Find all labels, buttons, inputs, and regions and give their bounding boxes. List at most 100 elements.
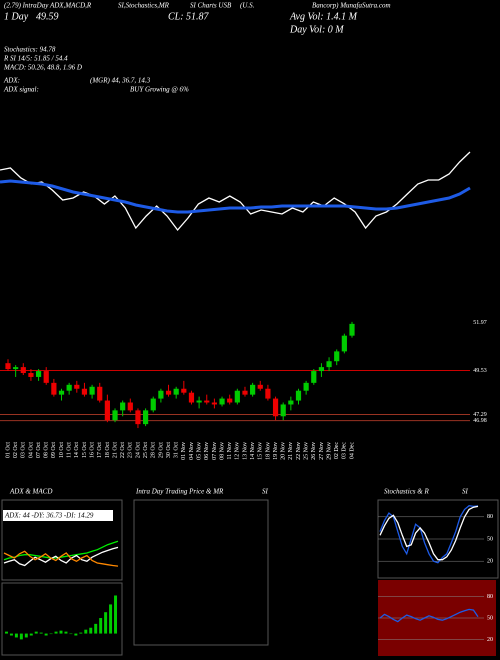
x-tick-label: 11 Nov <box>227 442 233 460</box>
x-tick-label: 02 Oct <box>13 442 19 458</box>
x-tick-label: 24 Oct <box>135 442 141 458</box>
info: R SI 14/5: 51.85 / 54.4 <box>3 55 68 63</box>
series-line <box>3 550 119 567</box>
x-tick-label: 01 Oct <box>5 442 11 458</box>
candle-body <box>127 402 133 411</box>
title-part: SI,Stochastics,MR <box>118 2 170 10</box>
bar <box>69 633 73 635</box>
y-tick-label: 46.98 <box>473 418 487 424</box>
x-tick-label: 31 Oct <box>174 442 180 458</box>
x-tick-label: 04 Dec <box>349 442 355 459</box>
panel-title: ADX & MACD <box>9 488 52 496</box>
series-line <box>379 608 479 623</box>
close: CL: 51.87 <box>168 11 210 22</box>
candle-body <box>204 400 210 403</box>
candle-body <box>173 388 179 395</box>
series-line <box>3 546 119 567</box>
x-tick-label: 27 Nov <box>319 442 325 460</box>
x-tick-label: 21 Nov <box>288 442 294 460</box>
x-tick-label: 04 Oct <box>28 442 34 458</box>
day: 1 Day <box>4 11 29 22</box>
title-part: (U.S. <box>240 2 255 10</box>
candle-body <box>280 404 286 417</box>
y-tick-label: 80 <box>487 514 493 520</box>
bar <box>14 633 18 638</box>
info: ADX: <box>3 77 20 85</box>
bar <box>19 633 23 640</box>
avg-vol: Avg Vol: 1.4.1 M <box>289 11 358 22</box>
y-tick-label: 47.29 <box>473 412 487 418</box>
panel-title: Intra Day Trading Price & MR <box>135 488 224 496</box>
candle-body <box>288 400 294 405</box>
candle-body <box>181 388 187 393</box>
candle-body <box>51 382 57 395</box>
candle-body <box>318 367 325 372</box>
candle-body <box>89 386 95 395</box>
x-tick-label: 22 Oct <box>120 442 126 458</box>
bar <box>114 595 118 634</box>
candle-body <box>303 382 309 391</box>
candle-body <box>135 410 141 425</box>
bar <box>34 631 38 634</box>
day-vol: Day Vol: 0 M <box>289 24 344 35</box>
info: MACD: 50.26, 48.8, 1.96 D <box>3 64 82 72</box>
x-tick-label: 14 Nov <box>250 442 256 460</box>
bar <box>94 623 98 634</box>
candle-body <box>227 398 233 403</box>
panel-title: Stochastics & R <box>384 488 429 496</box>
x-tick-label: 03 Dec <box>342 442 348 459</box>
candle-body <box>112 410 118 421</box>
candle-body <box>219 398 225 405</box>
candle-body <box>211 402 217 405</box>
candle-body <box>104 400 110 421</box>
candle-body <box>165 390 172 395</box>
candle-body <box>43 371 49 383</box>
x-tick-label: 17 Oct <box>97 442 103 458</box>
x-tick-label: 15 Oct <box>82 442 88 458</box>
x-tick-label: 23 Oct <box>128 442 134 458</box>
bar <box>44 633 48 636</box>
panel-frame <box>133 499 269 646</box>
x-tick-label: 25 Nov <box>304 442 310 460</box>
info: ADX signal: <box>3 86 39 94</box>
candle-body <box>81 388 88 395</box>
open: 49.59 <box>36 11 59 22</box>
candle-body <box>272 398 279 417</box>
x-tick-label: 09 Oct <box>51 442 57 458</box>
candle-body <box>250 384 256 395</box>
candle-body <box>242 390 248 395</box>
bar <box>49 633 53 635</box>
candle-body <box>13 367 19 370</box>
panel-title: SI <box>262 488 269 496</box>
candle-body <box>143 410 149 425</box>
candle-body <box>334 351 340 362</box>
candle-body <box>295 390 302 401</box>
x-tick-label: 18 Nov <box>265 442 271 460</box>
bar <box>84 629 88 634</box>
x-tick-label: 15 Nov <box>258 442 264 460</box>
x-tick-label: 08 Nov <box>219 442 225 460</box>
bar <box>79 632 83 634</box>
x-tick-label: 20 Nov <box>281 442 287 460</box>
title-part: (2.79) IntraDay ADX,MACD,R <box>4 2 92 10</box>
candle-body <box>196 400 202 403</box>
label-box <box>3 510 113 521</box>
y-tick-label: 20 <box>487 559 493 565</box>
bar <box>24 633 28 638</box>
candle-body <box>311 371 317 383</box>
y-tick-label: 80 <box>487 594 493 600</box>
x-tick-label: 12 Nov <box>235 442 241 460</box>
bar <box>89 627 93 634</box>
x-tick-label: 10 Oct <box>59 442 65 458</box>
x-tick-label: 19 Nov <box>273 442 279 460</box>
candle-body <box>265 388 271 399</box>
x-tick-label: 21 Oct <box>112 442 118 458</box>
panel-title: SI <box>462 488 469 496</box>
candle-body <box>28 373 34 377</box>
series-line <box>3 540 119 561</box>
x-tick-label: 30 Oct <box>166 442 172 458</box>
candle-body <box>74 384 80 389</box>
x-tick-label: 08 Oct <box>44 442 50 458</box>
